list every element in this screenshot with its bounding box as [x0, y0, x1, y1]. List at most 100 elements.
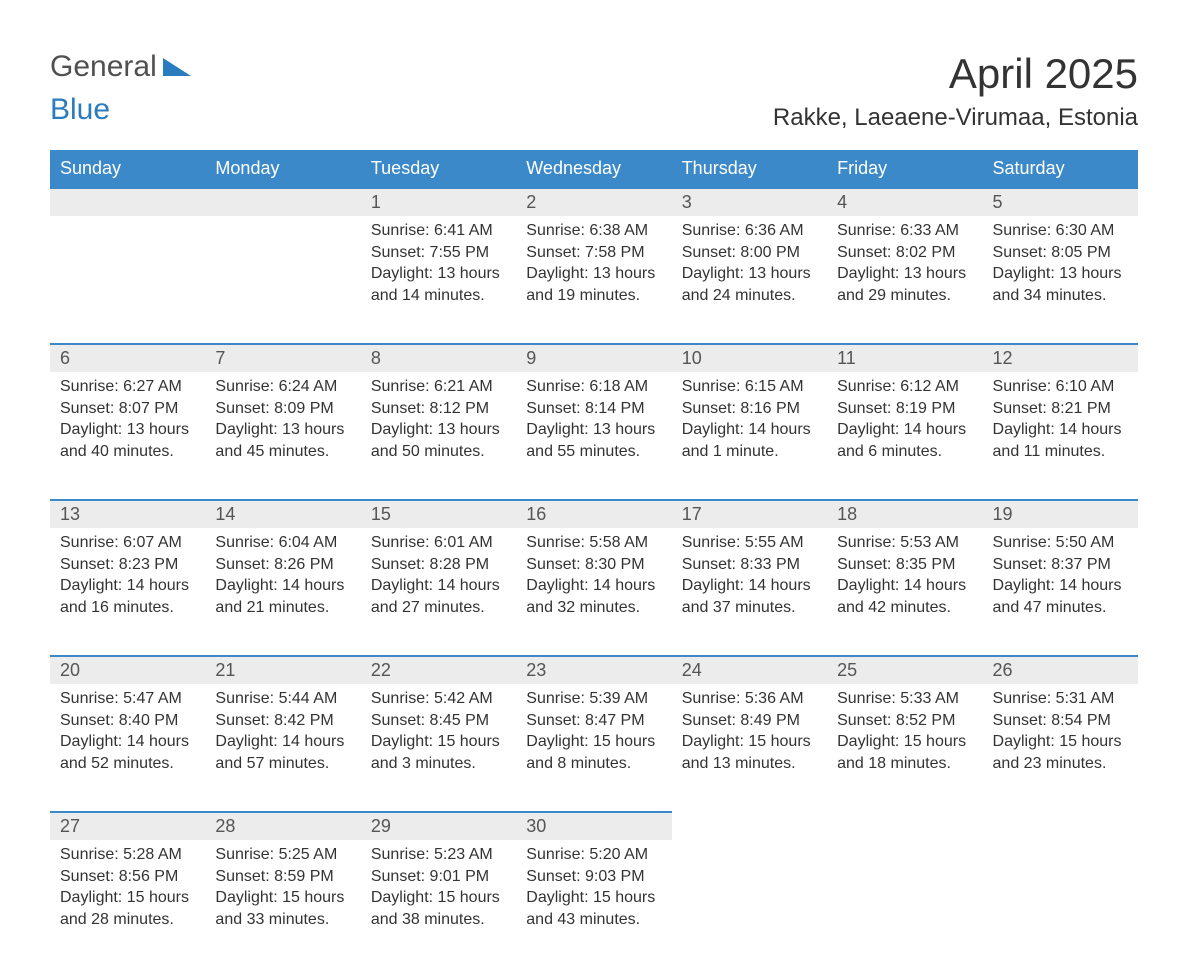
sunset-text: Sunset: 7:55 PM [371, 242, 506, 264]
sunset-text: Sunset: 8:37 PM [993, 554, 1128, 576]
sunrise-text: Sunrise: 5:31 AM [993, 688, 1128, 710]
day-content-cell: Sunrise: 5:25 AMSunset: 8:59 PMDaylight:… [205, 840, 360, 968]
daylight2-text: and 34 minutes. [993, 285, 1128, 307]
day-number-cell: 9 [516, 344, 671, 372]
daylight1-text: Daylight: 13 hours [993, 263, 1128, 285]
day-content-cell: Sunrise: 6:38 AMSunset: 7:58 PMDaylight:… [516, 216, 671, 344]
daylight2-text: and 28 minutes. [60, 909, 195, 931]
sunset-text: Sunset: 9:03 PM [526, 866, 661, 888]
day-content-cell: Sunrise: 6:07 AMSunset: 8:23 PMDaylight:… [50, 528, 205, 656]
daylight1-text: Daylight: 13 hours [60, 419, 195, 441]
daylight2-text: and 6 minutes. [837, 441, 972, 463]
daylight2-text: and 3 minutes. [371, 753, 506, 775]
brand-text: General Blue [50, 50, 191, 127]
sunset-text: Sunset: 8:19 PM [837, 398, 972, 420]
daylight2-text: and 45 minutes. [215, 441, 350, 463]
sunset-text: Sunset: 8:12 PM [371, 398, 506, 420]
sunrise-text: Sunrise: 6:04 AM [215, 532, 350, 554]
sunrise-text: Sunrise: 5:33 AM [837, 688, 972, 710]
sunset-text: Sunset: 8:07 PM [60, 398, 195, 420]
sunrise-text: Sunrise: 6:30 AM [993, 220, 1128, 242]
sunrise-text: Sunrise: 5:47 AM [60, 688, 195, 710]
day-number-cell: 27 [50, 812, 205, 840]
daylight1-text: Daylight: 15 hours [682, 731, 817, 753]
day-content-cell: Sunrise: 6:36 AMSunset: 8:00 PMDaylight:… [672, 216, 827, 344]
day-number-cell: 26 [983, 656, 1138, 684]
content-row: Sunrise: 6:07 AMSunset: 8:23 PMDaylight:… [50, 528, 1138, 656]
daylight1-text: Daylight: 14 hours [60, 731, 195, 753]
sunrise-text: Sunrise: 6:33 AM [837, 220, 972, 242]
daylight2-text: and 42 minutes. [837, 597, 972, 619]
sunrise-text: Sunrise: 6:21 AM [371, 376, 506, 398]
day-number-cell: 3 [672, 188, 827, 216]
day-number-cell: 18 [827, 500, 982, 528]
sunset-text: Sunset: 8:23 PM [60, 554, 195, 576]
day-number-cell: 6 [50, 344, 205, 372]
sunrise-text: Sunrise: 6:27 AM [60, 376, 195, 398]
day-content-cell: Sunrise: 6:15 AMSunset: 8:16 PMDaylight:… [672, 372, 827, 500]
weekday-header: Sunday [50, 150, 205, 188]
day-content-cell: Sunrise: 6:30 AMSunset: 8:05 PMDaylight:… [983, 216, 1138, 344]
day-content-cell [205, 216, 360, 344]
weekday-header: Friday [827, 150, 982, 188]
day-number-cell: 8 [361, 344, 516, 372]
day-number-cell: 24 [672, 656, 827, 684]
day-number-cell: 30 [516, 812, 671, 840]
location-subtitle: Rakke, Laeaene-Virumaa, Estonia [773, 104, 1138, 132]
content-row: Sunrise: 5:47 AMSunset: 8:40 PMDaylight:… [50, 684, 1138, 812]
daynum-row: 12345 [50, 188, 1138, 216]
daylight1-text: Daylight: 14 hours [993, 419, 1128, 441]
day-content-cell [983, 840, 1138, 968]
day-content-cell: Sunrise: 5:58 AMSunset: 8:30 PMDaylight:… [516, 528, 671, 656]
daylight1-text: Daylight: 14 hours [60, 575, 195, 597]
sunset-text: Sunset: 8:49 PM [682, 710, 817, 732]
day-content-cell: Sunrise: 5:23 AMSunset: 9:01 PMDaylight:… [361, 840, 516, 968]
sunrise-text: Sunrise: 6:10 AM [993, 376, 1128, 398]
sunset-text: Sunset: 8:45 PM [371, 710, 506, 732]
day-content-cell: Sunrise: 5:47 AMSunset: 8:40 PMDaylight:… [50, 684, 205, 812]
daylight2-text: and 13 minutes. [682, 753, 817, 775]
day-number-cell: 17 [672, 500, 827, 528]
day-number-cell [50, 188, 205, 216]
sunrise-text: Sunrise: 6:24 AM [215, 376, 350, 398]
content-row: Sunrise: 6:27 AMSunset: 8:07 PMDaylight:… [50, 372, 1138, 500]
sunrise-text: Sunrise: 5:39 AM [526, 688, 661, 710]
sunset-text: Sunset: 8:40 PM [60, 710, 195, 732]
sunrise-text: Sunrise: 6:18 AM [526, 376, 661, 398]
daylight1-text: Daylight: 14 hours [215, 575, 350, 597]
day-content-cell: Sunrise: 5:20 AMSunset: 9:03 PMDaylight:… [516, 840, 671, 968]
sunrise-text: Sunrise: 5:55 AM [682, 532, 817, 554]
sunrise-text: Sunrise: 5:53 AM [837, 532, 972, 554]
header: General Blue April 2025 Rakke, Laeaene-V… [50, 50, 1138, 132]
sunrise-text: Sunrise: 6:01 AM [371, 532, 506, 554]
day-content-cell: Sunrise: 5:44 AMSunset: 8:42 PMDaylight:… [205, 684, 360, 812]
daylight1-text: Daylight: 13 hours [837, 263, 972, 285]
sunset-text: Sunset: 8:05 PM [993, 242, 1128, 264]
day-number-cell: 14 [205, 500, 360, 528]
day-content-cell: Sunrise: 6:01 AMSunset: 8:28 PMDaylight:… [361, 528, 516, 656]
day-number-cell: 25 [827, 656, 982, 684]
content-row: Sunrise: 5:28 AMSunset: 8:56 PMDaylight:… [50, 840, 1138, 968]
daylight1-text: Daylight: 15 hours [993, 731, 1128, 753]
sunset-text: Sunset: 8:14 PM [526, 398, 661, 420]
day-number-cell: 12 [983, 344, 1138, 372]
day-content-cell: Sunrise: 5:50 AMSunset: 8:37 PMDaylight:… [983, 528, 1138, 656]
day-number-cell: 22 [361, 656, 516, 684]
title-block: April 2025 Rakke, Laeaene-Virumaa, Eston… [773, 50, 1138, 132]
weekday-header: Tuesday [361, 150, 516, 188]
daylight1-text: Daylight: 15 hours [837, 731, 972, 753]
day-number-cell: 15 [361, 500, 516, 528]
daylight1-text: Daylight: 14 hours [682, 419, 817, 441]
day-content-cell: Sunrise: 6:33 AMSunset: 8:02 PMDaylight:… [827, 216, 982, 344]
day-content-cell [827, 840, 982, 968]
day-number-cell: 10 [672, 344, 827, 372]
day-content-cell [672, 840, 827, 968]
day-content-cell [50, 216, 205, 344]
daylight1-text: Daylight: 13 hours [682, 263, 817, 285]
sunset-text: Sunset: 8:02 PM [837, 242, 972, 264]
sunset-text: Sunset: 8:54 PM [993, 710, 1128, 732]
daylight2-text: and 47 minutes. [993, 597, 1128, 619]
day-content-cell: Sunrise: 5:31 AMSunset: 8:54 PMDaylight:… [983, 684, 1138, 812]
daylight1-text: Daylight: 15 hours [526, 731, 661, 753]
day-content-cell: Sunrise: 6:27 AMSunset: 8:07 PMDaylight:… [50, 372, 205, 500]
